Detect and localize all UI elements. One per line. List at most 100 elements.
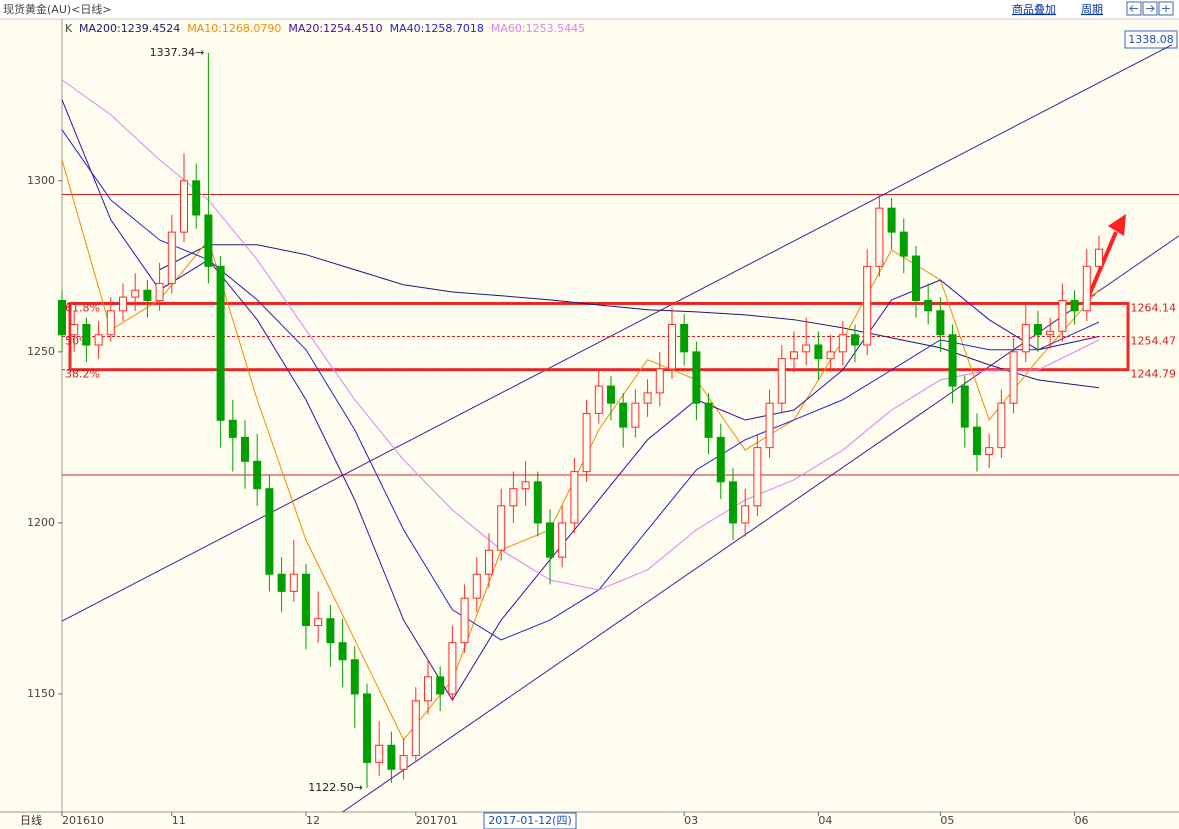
candle-body [289, 573, 298, 592]
cursor-label-box [483, 812, 577, 829]
toolbar-bg [0, 0, 1179, 19]
legend-entry: MA10:1268.0790 [187, 22, 281, 35]
x-tick-label: 06 [1075, 814, 1089, 827]
indicator-label: K [65, 22, 73, 35]
fib-value: 1254.47 [1131, 335, 1177, 348]
candle-body [655, 368, 664, 394]
ma-line [61, 129, 1100, 641]
ma-line [159, 244, 1100, 389]
nav-right-icon [1146, 5, 1155, 12]
chart-title: 现货黄金(AU)<日线> [3, 2, 112, 16]
candle-body [680, 323, 689, 353]
candle-body [887, 207, 896, 233]
candle-body [82, 323, 91, 346]
x-tick-label: 11 [172, 814, 186, 827]
candle-body [631, 402, 640, 428]
candle-body [94, 334, 103, 346]
candle-body [692, 351, 701, 404]
candle-body [1082, 265, 1091, 312]
candle-body [387, 744, 396, 770]
candle-body [850, 334, 859, 346]
candle-body [350, 659, 359, 695]
y-tick-label: 1150 [27, 687, 55, 700]
candle-body [253, 460, 262, 490]
candle-body [484, 549, 493, 575]
candle-body [838, 334, 847, 353]
fib-value: 1244.79 [1131, 368, 1177, 381]
candle-body [436, 676, 445, 695]
price-tag: 1338.08 [1128, 33, 1174, 46]
y-tick-label: 1300 [27, 174, 55, 187]
fib-value: 1264.14 [1131, 301, 1177, 314]
candle-body [875, 207, 884, 267]
candle-body [521, 481, 530, 490]
legend-entry: MA60:1253.5445 [491, 22, 585, 35]
annotation: 1337.34→ [150, 46, 205, 59]
fib-label: 61.8% [65, 301, 100, 314]
candle-body [728, 481, 737, 524]
period-label: 日线 [20, 813, 42, 827]
candle-body [899, 231, 908, 257]
candle-body [131, 289, 140, 298]
candle-body [594, 385, 603, 414]
candle-body [753, 447, 762, 507]
candle-body [960, 385, 969, 428]
candle-body [582, 412, 591, 473]
ma-line [61, 79, 1100, 591]
candle-body [533, 481, 542, 524]
y-tick-label: 1250 [27, 345, 55, 358]
candle-body [985, 447, 994, 455]
candle-body [911, 255, 920, 302]
candle-body [997, 402, 1006, 449]
price-tag-box [1124, 30, 1178, 49]
candle-body [265, 488, 274, 575]
candle-body [472, 573, 481, 599]
candle-body [619, 402, 628, 428]
candle-body [1033, 323, 1042, 336]
annotation: 1122.50→ [308, 781, 363, 794]
candle-body [375, 744, 384, 763]
candle-body [314, 618, 323, 627]
candle-body [802, 344, 811, 353]
candle-body [1094, 248, 1103, 267]
candle-body [1009, 351, 1018, 404]
candle-body [704, 402, 713, 438]
candle-body [460, 597, 469, 644]
candle-body [399, 755, 408, 770]
nav-zoom-icon [1162, 5, 1170, 12]
candle-body [570, 471, 579, 524]
x-tick-label: 05 [940, 814, 954, 827]
candle-body [924, 300, 933, 312]
x-tick-label: 04 [818, 814, 832, 827]
candle-body [1070, 300, 1079, 312]
candle-body [240, 436, 249, 462]
candle-body [204, 214, 213, 267]
candle-body [789, 351, 798, 360]
candle-body [1046, 330, 1055, 336]
candle-body [167, 231, 176, 284]
candle-body [765, 402, 774, 449]
candle-body [411, 700, 420, 757]
candle-body [509, 488, 518, 507]
legend-entry: MA40:1258.7018 [390, 22, 484, 35]
candle-body [301, 573, 310, 627]
candle-body [70, 323, 79, 336]
candle-body [741, 505, 750, 524]
toolbar-button[interactable]: 周期 [1081, 3, 1103, 16]
x-tick-label: 201701 [416, 814, 458, 827]
candle-body [228, 419, 237, 438]
candle-body [777, 358, 786, 404]
candle-body [118, 296, 127, 312]
candle-body [277, 573, 286, 592]
candle-body [814, 344, 823, 360]
toolbar-button[interactable]: 商品叠加 [1012, 2, 1056, 16]
candle-body [1058, 300, 1067, 332]
candle-body [192, 180, 201, 216]
candle-body [716, 436, 725, 483]
cursor-label: 2017-01-12(四) [488, 814, 572, 827]
candle-body [497, 505, 506, 551]
candle-body [448, 642, 457, 695]
candle-body [423, 676, 432, 702]
